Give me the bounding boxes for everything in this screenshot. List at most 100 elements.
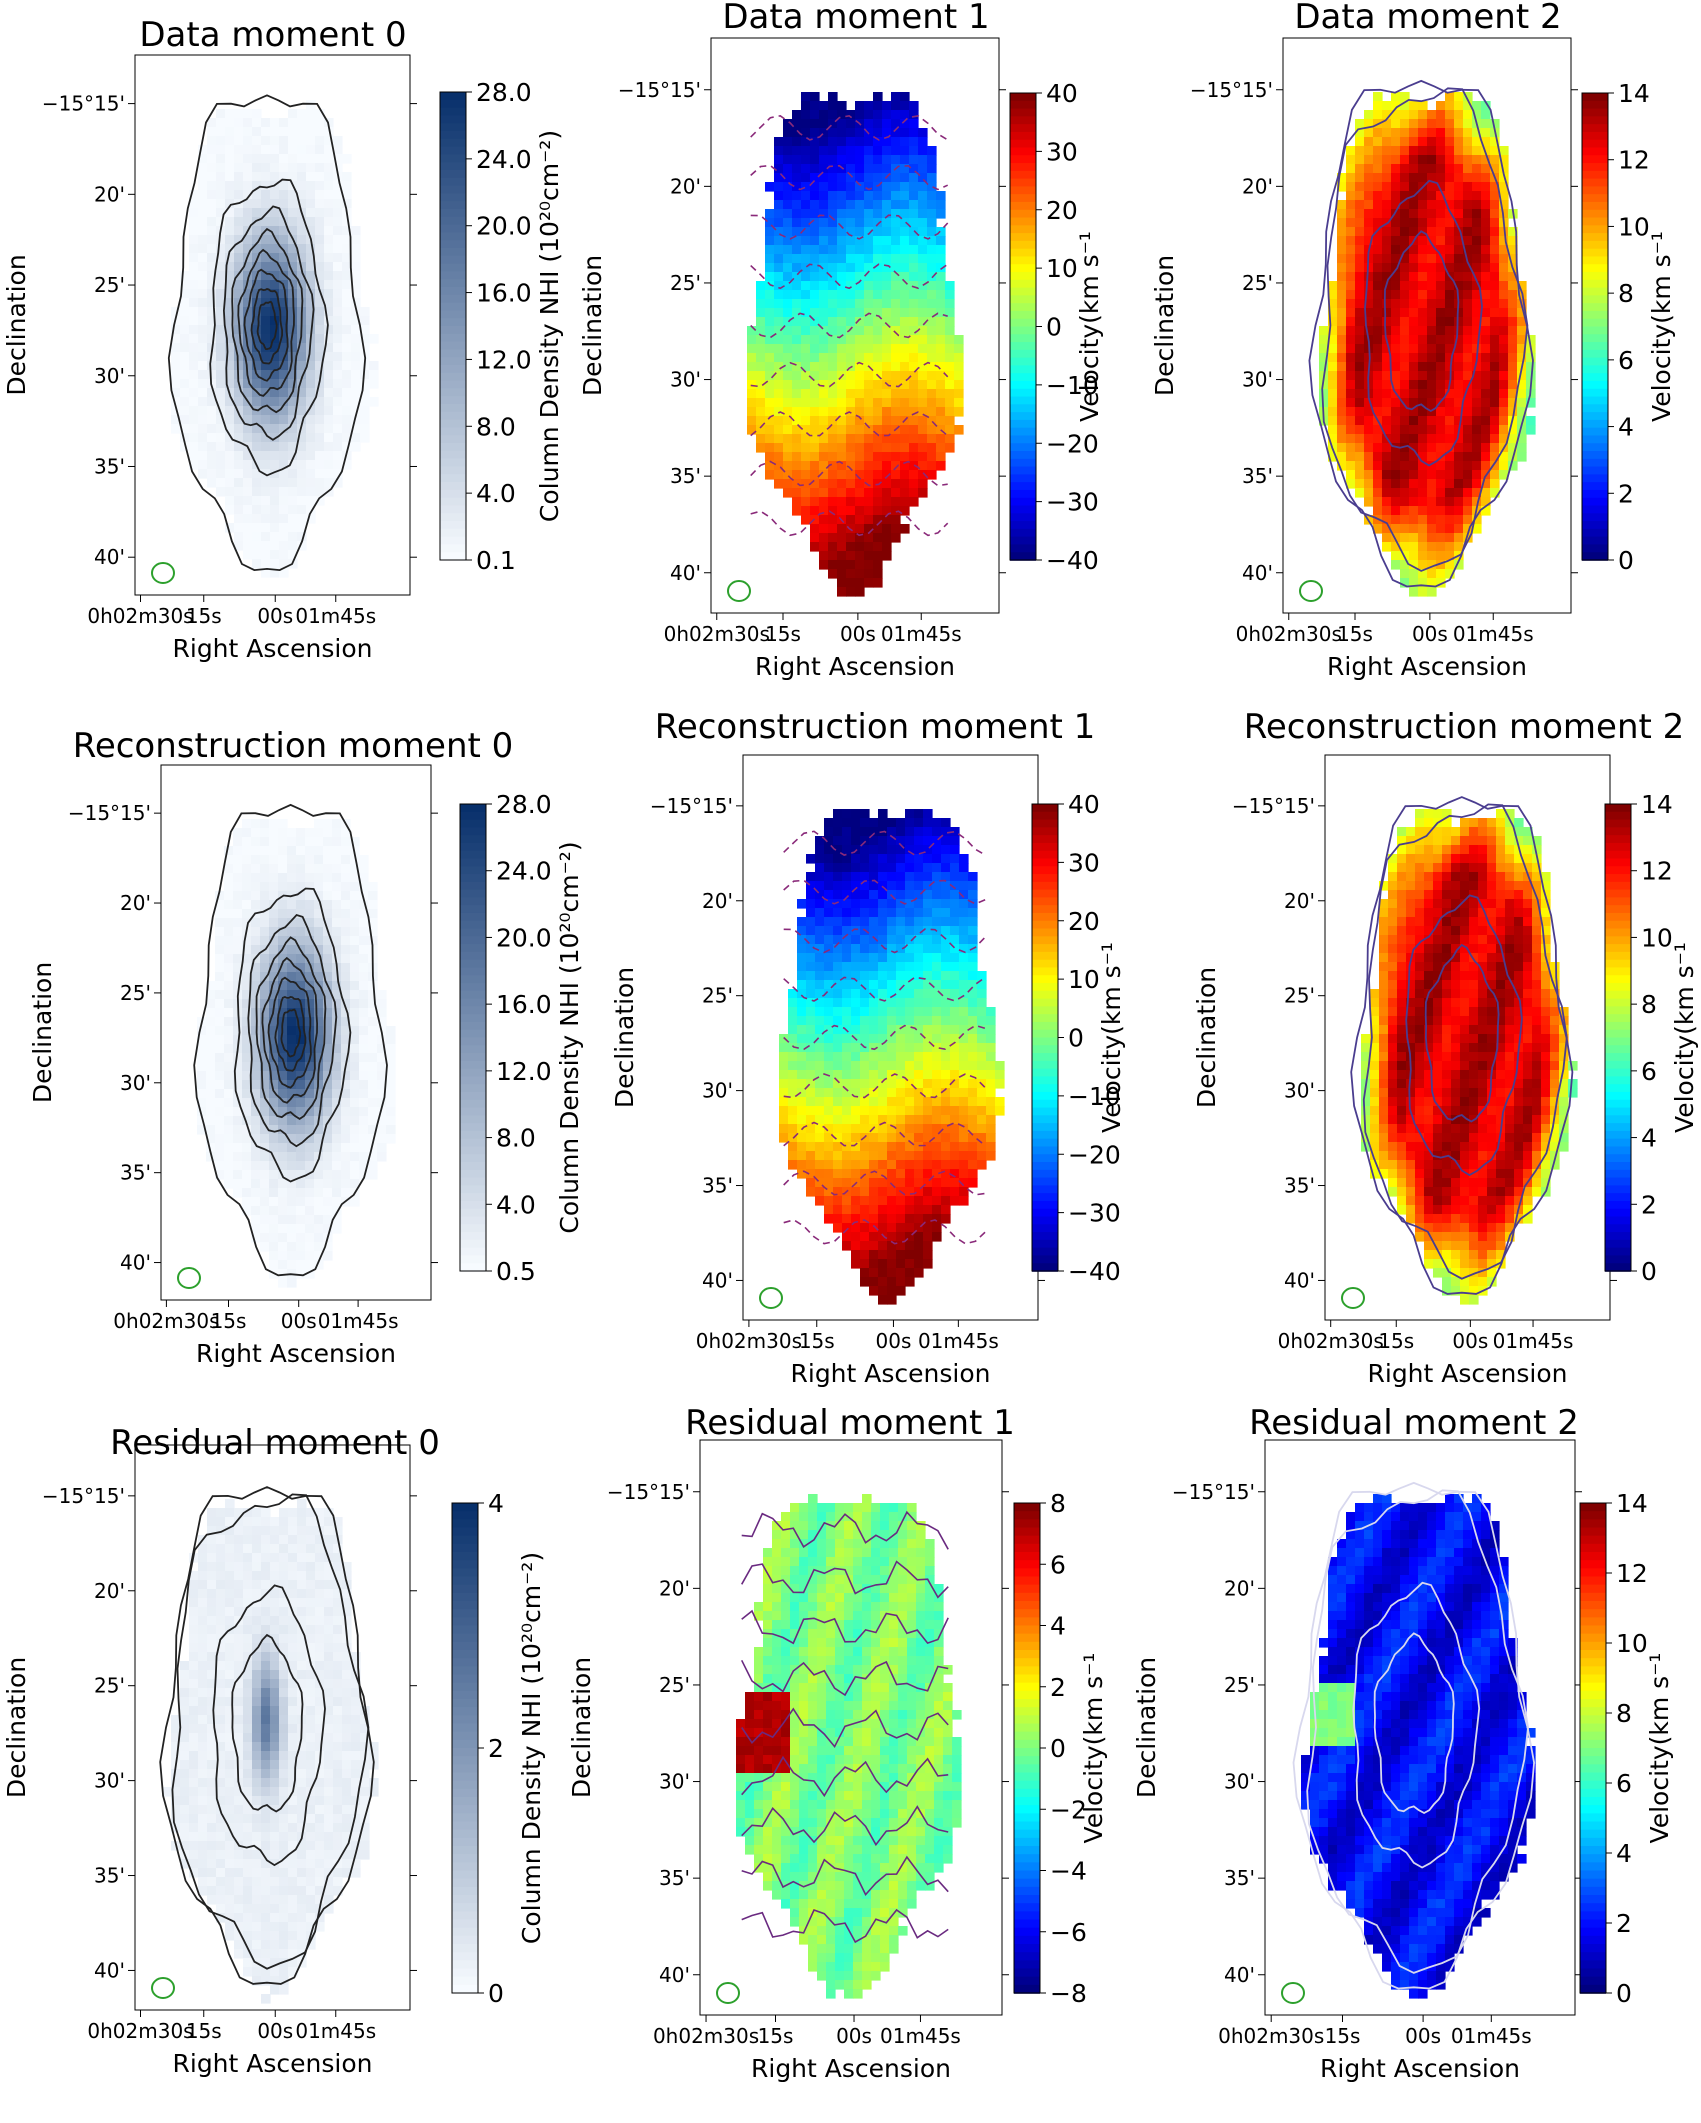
map-cell — [765, 272, 775, 282]
map-cell — [792, 425, 802, 435]
map-cell — [1382, 299, 1392, 309]
map-cell — [305, 1242, 315, 1252]
map-cell — [869, 1079, 879, 1089]
map-cell — [1373, 335, 1383, 345]
map-cell — [1454, 110, 1464, 120]
map-cell — [873, 398, 883, 408]
map-cell — [324, 478, 334, 488]
map-cell — [765, 227, 775, 237]
map-cell — [1436, 407, 1446, 417]
map-cell — [945, 317, 955, 327]
map-cell — [386, 1125, 396, 1135]
colorbar-tick-label: 30 — [1046, 137, 1078, 166]
map-cell — [923, 1106, 933, 1116]
map-cell — [927, 317, 937, 327]
map-cell — [1490, 317, 1500, 327]
map-cell — [1355, 290, 1365, 300]
map-cell — [234, 280, 244, 290]
map-cell — [1409, 461, 1419, 471]
map-cell — [810, 542, 820, 552]
map-cell — [932, 1043, 942, 1053]
map-cell — [278, 909, 288, 919]
map-cell — [801, 398, 811, 408]
map-cell — [333, 433, 343, 443]
map-cell — [792, 452, 802, 462]
map-cell — [287, 873, 297, 883]
map-cell — [1427, 281, 1437, 291]
map-cell — [332, 1125, 342, 1135]
map-cell — [1508, 344, 1518, 354]
map-cell — [905, 1070, 915, 1080]
map-cell — [1400, 146, 1410, 156]
map-cell — [260, 1008, 270, 1018]
colorbar-segment — [440, 193, 466, 202]
map-cell — [287, 1260, 297, 1270]
map-cell — [837, 542, 847, 552]
map-cell — [837, 569, 847, 579]
map-cell — [1526, 398, 1536, 408]
map-cell — [278, 882, 288, 892]
colorbar-segment — [440, 489, 466, 499]
map-cell — [1400, 470, 1410, 480]
map-cell — [905, 836, 915, 846]
map-cell — [869, 980, 879, 990]
map-cell — [269, 936, 279, 946]
map-cell — [932, 989, 942, 999]
map-cell — [846, 353, 856, 363]
map-cell — [747, 407, 757, 417]
colorbar-segment — [1582, 497, 1608, 507]
map-cell — [324, 145, 334, 155]
map-cell — [923, 827, 933, 837]
map-cell — [855, 362, 865, 372]
map-cell — [788, 1034, 798, 1044]
map-cell — [864, 335, 874, 345]
map-cell — [828, 308, 838, 318]
map-cell — [914, 845, 924, 855]
map-cell — [842, 881, 852, 891]
map-cell — [1400, 335, 1410, 345]
map-cell — [242, 1197, 252, 1207]
map-cell — [882, 290, 892, 300]
map-cell — [783, 389, 793, 399]
map-cell — [1409, 515, 1419, 525]
colorbar-segment — [460, 928, 486, 938]
map-cell — [936, 200, 946, 210]
map-cell — [171, 424, 181, 434]
map-cell — [927, 290, 937, 300]
map-cell — [198, 262, 208, 272]
map-cell — [1364, 317, 1374, 327]
colorbar-segment — [460, 819, 486, 829]
map-cell — [810, 407, 820, 417]
map-cell — [914, 944, 924, 954]
map-cell — [1481, 200, 1491, 210]
map-cell — [225, 451, 235, 461]
y-tick-label: 30' — [94, 364, 125, 388]
map-cell — [828, 236, 838, 246]
map-cell — [1436, 488, 1446, 498]
map-cell — [305, 1089, 315, 1099]
map-cell — [792, 245, 802, 255]
map-cell — [341, 954, 351, 964]
map-cell — [815, 1007, 825, 1017]
map-cell — [1382, 137, 1392, 147]
map-cell — [297, 379, 307, 389]
map-cell — [927, 146, 937, 156]
map-cell — [801, 146, 811, 156]
map-cell — [968, 1034, 978, 1044]
map-cell — [914, 1115, 924, 1125]
map-cell — [806, 1115, 816, 1125]
map-cell — [801, 209, 811, 219]
map-cell — [1427, 362, 1437, 372]
map-cell — [986, 1043, 996, 1053]
map-cell — [815, 872, 825, 882]
map-cell — [1499, 434, 1509, 444]
map-cell — [1436, 182, 1446, 192]
map-cell — [1454, 506, 1464, 516]
map-cell — [1355, 209, 1365, 219]
map-cell — [914, 890, 924, 900]
map-cell — [855, 551, 865, 561]
map-cell — [242, 828, 252, 838]
map-cell — [315, 289, 325, 299]
map-cell — [806, 881, 816, 891]
